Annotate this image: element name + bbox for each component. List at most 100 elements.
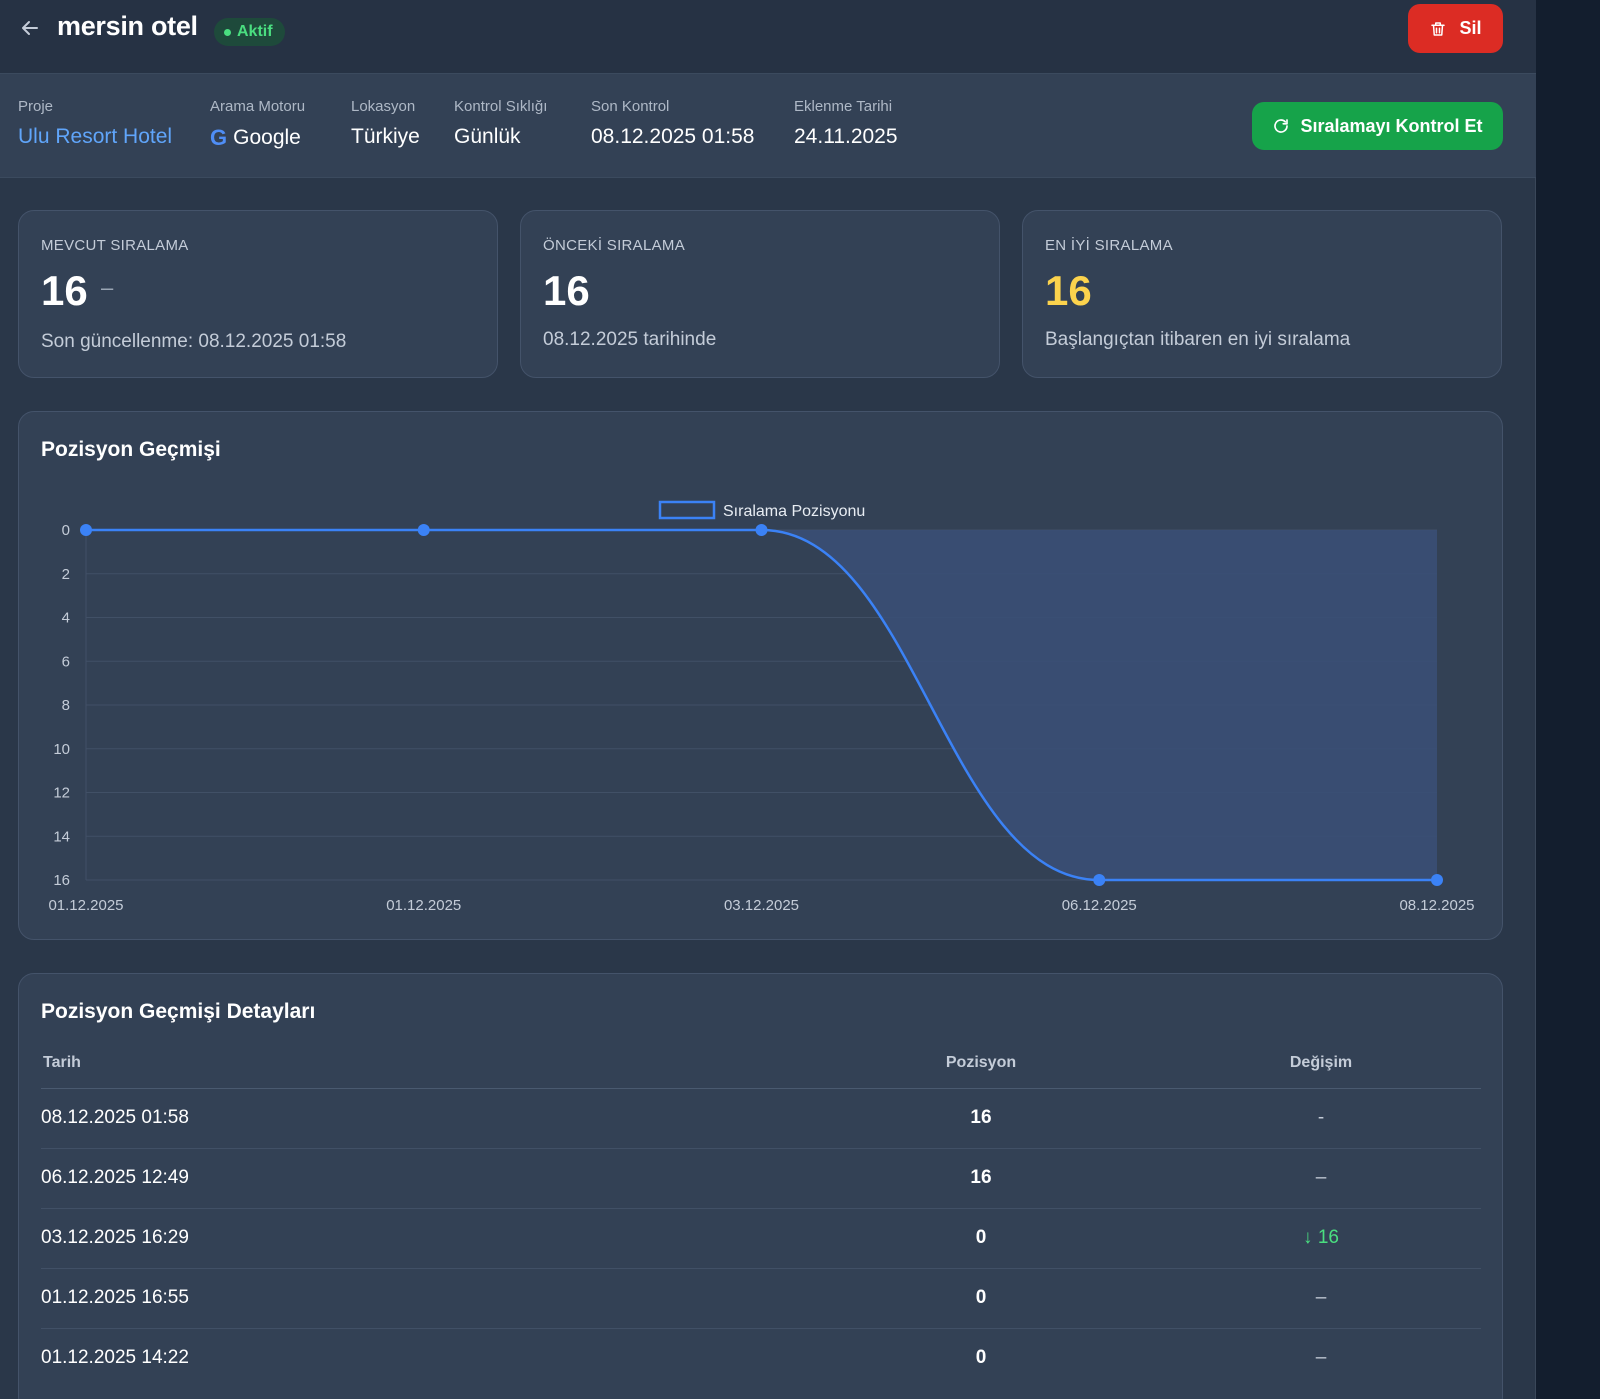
info-location: Lokasyon Türkiye bbox=[351, 98, 420, 149]
y-tick-label: 14 bbox=[53, 828, 70, 845]
series-line bbox=[86, 528, 1437, 882]
status-dot-icon bbox=[224, 28, 231, 36]
best-rank-card: EN İYİ SIRALAMA 16 Başlangıçtan itibaren… bbox=[1022, 210, 1502, 378]
location-value: Türkiye bbox=[351, 125, 420, 148]
table-title: Pozisyon Geçmişi Detayları bbox=[41, 1000, 316, 1023]
table-row: 01.12.2025 16:55 0 – bbox=[41, 1269, 1481, 1329]
x-tick-label: 03.12.2025 bbox=[724, 897, 799, 914]
info-label: Lokasyon bbox=[351, 98, 416, 115]
position-history-card: Pozisyon Geçmişi 0 2 4 6 8 10 12 14 16 01.12.2025… bbox=[18, 411, 1503, 940]
data-point bbox=[417, 524, 430, 536]
previous-rank-card: ÖNCEKİ SIRALAMA 16 08.12.2025 tarihinde bbox=[520, 210, 1000, 378]
row-position: 16 bbox=[970, 1167, 992, 1188]
data-point bbox=[755, 524, 768, 536]
table-row: 01.12.2025 14:22 0 – bbox=[41, 1329, 1481, 1389]
stat-label: ÖNCEKİ SIRALAMA bbox=[543, 237, 686, 254]
stat-label: MEVCUT SIRALAMA bbox=[41, 237, 189, 254]
y-tick-label: 8 bbox=[62, 697, 70, 714]
row-change: - bbox=[1317, 1107, 1325, 1128]
info-bar: Proje Ulu Resort Hotel Arama Motoru G Go… bbox=[0, 74, 1536, 178]
check-ranking-label: Sıralamayı Kontrol Et bbox=[1300, 115, 1483, 136]
column-header-date: Tarih bbox=[43, 1054, 81, 1071]
position-details-card: Pozisyon Geçmişi Detayları Tarih Pozisyo… bbox=[18, 973, 1503, 1399]
delete-label: Sil bbox=[1459, 18, 1482, 38]
y-tick-label: 4 bbox=[62, 610, 70, 627]
x-tick-label: 06.12.2025 bbox=[1062, 897, 1137, 914]
info-last-check: Son Kontrol 08.12.2025 01:58 bbox=[591, 98, 755, 149]
row-change: – bbox=[1315, 1167, 1327, 1188]
delete-button[interactable]: Sil bbox=[1408, 4, 1503, 53]
row-change: – bbox=[1315, 1347, 1327, 1368]
y-tick-label: 12 bbox=[53, 785, 70, 802]
data-point bbox=[1093, 874, 1106, 886]
previous-rank-value: 16 bbox=[543, 267, 590, 314]
stat-label: EN İYİ SIRALAMA bbox=[1045, 237, 1173, 254]
info-engine: Arama Motoru G Google bbox=[210, 98, 305, 151]
row-date: 01.12.2025 14:22 bbox=[41, 1347, 189, 1368]
trash-icon bbox=[1431, 21, 1446, 36]
chart-title: Pozisyon Geçmişi bbox=[41, 438, 221, 461]
frequency-value: Günlük bbox=[454, 125, 521, 148]
column-header-change: Değişim bbox=[1289, 1054, 1353, 1071]
row-position: 0 bbox=[975, 1227, 987, 1248]
data-point bbox=[1431, 874, 1443, 886]
legend-label: Sıralama Pozisyonu bbox=[723, 503, 865, 520]
position-chart: 0 2 4 6 8 10 12 14 16 01.12.2025 01.12.2025 03.12.2… bbox=[48, 500, 1475, 914]
table-row: 06.12.2025 12:49 16 – bbox=[41, 1149, 1481, 1209]
row-change-value: 16 bbox=[1317, 1227, 1339, 1248]
arrow-down-icon: ↓ bbox=[1303, 1227, 1313, 1248]
y-tick-label: 6 bbox=[62, 653, 70, 670]
table-row: 08.12.2025 01:58 16 - bbox=[41, 1089, 1481, 1149]
x-tick-label: 08.12.2025 bbox=[1399, 897, 1474, 914]
engine-value: G Google bbox=[210, 125, 305, 151]
legend-swatch bbox=[658, 500, 716, 520]
stat-subtext: 08.12.2025 tarihinde bbox=[543, 329, 717, 350]
page-title: mersin otel bbox=[57, 11, 198, 41]
row-position: 0 bbox=[975, 1287, 987, 1308]
info-label: Eklenme Tarihi bbox=[794, 98, 893, 115]
app-window: mersin otel Aktif Sil Proje Ulu Resort H… bbox=[0, 0, 1536, 1399]
top-bar: mersin otel Aktif Sil bbox=[0, 0, 1536, 74]
x-tick-label: 01.12.2025 bbox=[386, 897, 461, 914]
back-arrow-icon[interactable] bbox=[18, 16, 42, 40]
row-date: 08.12.2025 01:58 bbox=[41, 1107, 189, 1128]
table-row: 03.12.2025 16:29 0 ↓ 16 bbox=[41, 1209, 1481, 1269]
column-header-position: Pozisyon bbox=[945, 1054, 1017, 1071]
y-tick-label: 0 bbox=[62, 522, 70, 539]
row-date: 06.12.2025 12:49 bbox=[41, 1167, 189, 1188]
area-fill bbox=[86, 530, 1437, 880]
added-value: 24.11.2025 bbox=[794, 125, 898, 148]
refresh-icon bbox=[1274, 119, 1289, 133]
status-label: Aktif bbox=[237, 23, 273, 40]
info-label: Son Kontrol bbox=[591, 98, 670, 115]
current-rank-card: MEVCUT SIRALAMA 16 – Son güncellenme: 08… bbox=[18, 210, 498, 378]
row-change: – bbox=[1315, 1287, 1327, 1308]
stat-subtext: Başlangıçtan itibaren en iyi sıralama bbox=[1045, 329, 1351, 350]
stat-subtext: Son güncellenme: 08.12.2025 01:58 bbox=[41, 331, 347, 352]
project-link[interactable]: Ulu Resort Hotel bbox=[18, 125, 173, 148]
y-tick-label: 2 bbox=[62, 566, 70, 583]
row-position: 16 bbox=[970, 1107, 992, 1128]
best-rank-value: 16 bbox=[1045, 267, 1092, 314]
info-label: Arama Motoru bbox=[210, 98, 306, 115]
row-change: ↓ 16 bbox=[1281, 1227, 1361, 1249]
y-tick-label: 16 bbox=[53, 872, 70, 889]
current-rank-value: 16 bbox=[41, 267, 88, 314]
info-label: Kontrol Sıklığı bbox=[454, 98, 548, 115]
table-header-divider bbox=[41, 1088, 1481, 1089]
engine-name: Google bbox=[233, 126, 301, 149]
row-date: 03.12.2025 16:29 bbox=[41, 1227, 189, 1248]
last-check-value: 08.12.2025 01:58 bbox=[591, 125, 755, 148]
google-g-icon: G bbox=[210, 125, 228, 150]
status-badge: Aktif bbox=[214, 18, 285, 46]
check-ranking-button[interactable]: Sıralamayı Kontrol Et bbox=[1252, 102, 1503, 150]
data-point bbox=[80, 524, 92, 536]
right-panel-edge bbox=[1536, 0, 1600, 1399]
y-tick-label: 10 bbox=[53, 741, 70, 758]
row-position: 0 bbox=[975, 1347, 987, 1368]
row-date: 01.12.2025 16:55 bbox=[41, 1287, 189, 1308]
info-added: Eklenme Tarihi 24.11.2025 bbox=[794, 98, 898, 149]
info-label: Proje bbox=[18, 98, 54, 115]
info-project: Proje Ulu Resort Hotel bbox=[18, 98, 172, 149]
current-rank-change: – bbox=[101, 275, 114, 300]
